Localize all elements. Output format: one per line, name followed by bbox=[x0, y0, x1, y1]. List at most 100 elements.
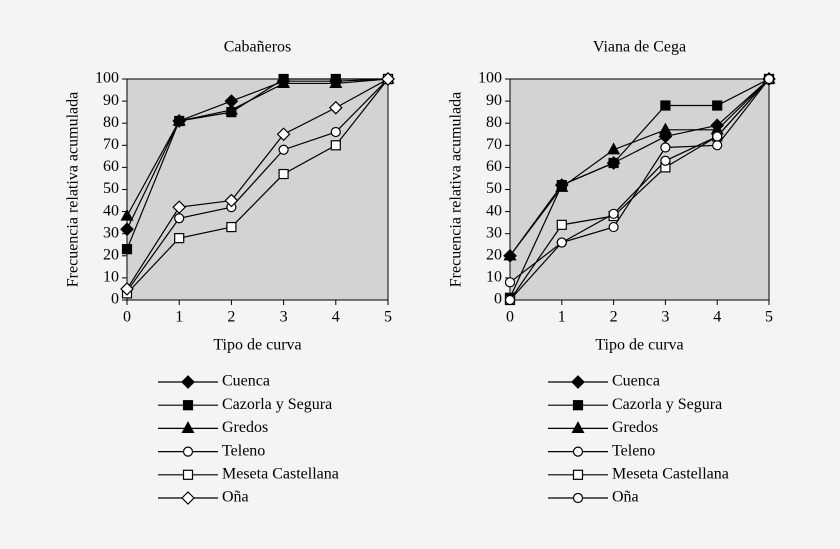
marker bbox=[712, 100, 723, 111]
y-tick-label: 20 bbox=[486, 246, 502, 263]
marker bbox=[572, 469, 584, 480]
series-line bbox=[126, 78, 389, 230]
x-tick-label: 2 bbox=[227, 309, 235, 326]
y-tick-label: 10 bbox=[103, 269, 119, 286]
marker bbox=[660, 100, 671, 111]
legend-label: Meseta Castellana bbox=[612, 465, 729, 482]
marker bbox=[608, 157, 619, 169]
marker bbox=[121, 244, 133, 255]
series-line bbox=[126, 78, 389, 290]
marker bbox=[181, 375, 195, 389]
x-tick-label: 3 bbox=[280, 309, 288, 326]
marker bbox=[504, 294, 516, 306]
x-tick-label: 2 bbox=[610, 309, 618, 326]
legend-label: Cuenca bbox=[222, 373, 270, 390]
series-line bbox=[509, 78, 770, 257]
marker bbox=[182, 446, 194, 457]
y-tick-label: 90 bbox=[103, 92, 119, 109]
series-line bbox=[509, 78, 770, 301]
marker bbox=[381, 72, 395, 86]
y-tick-label: 60 bbox=[486, 158, 502, 175]
y-tick-label: 20 bbox=[103, 246, 119, 263]
marker bbox=[278, 144, 289, 155]
x-tick-label: 3 bbox=[661, 309, 669, 326]
marker bbox=[226, 221, 237, 233]
marker bbox=[608, 208, 619, 219]
legend-label: Oña bbox=[222, 489, 249, 506]
marker bbox=[763, 73, 775, 85]
y-tick-label: 100 bbox=[95, 70, 119, 87]
y-tick-label: 60 bbox=[103, 158, 119, 175]
legend-label: Meseta Castellana bbox=[222, 465, 339, 482]
series-line bbox=[509, 78, 770, 299]
legend-label: Oña bbox=[612, 489, 639, 506]
plot-area bbox=[509, 78, 770, 301]
marker bbox=[172, 200, 187, 215]
plot-area bbox=[126, 78, 389, 301]
series-line bbox=[126, 78, 389, 294]
y-tick-label: 30 bbox=[486, 224, 502, 241]
marker bbox=[120, 222, 134, 237]
marker bbox=[330, 126, 341, 138]
chart-title: Cabañeros bbox=[224, 39, 292, 56]
y-tick-label: 30 bbox=[103, 224, 119, 241]
marker bbox=[120, 208, 134, 221]
marker bbox=[174, 233, 185, 244]
y-tick-label: 40 bbox=[486, 202, 502, 219]
y-tick-label: 80 bbox=[103, 114, 119, 131]
y-tick-label: 80 bbox=[486, 114, 502, 131]
series-line bbox=[126, 78, 388, 250]
marker bbox=[556, 219, 567, 230]
chart-title: Viana de Cega bbox=[593, 39, 686, 56]
x-tick-label: 0 bbox=[506, 309, 514, 326]
marker bbox=[278, 168, 289, 180]
x-tick-label: 5 bbox=[765, 309, 773, 326]
marker bbox=[328, 100, 343, 115]
marker bbox=[181, 421, 195, 433]
y-tick-label: 90 bbox=[486, 92, 502, 109]
marker bbox=[224, 102, 238, 115]
y-tick-label: 70 bbox=[103, 136, 119, 153]
marker bbox=[572, 492, 584, 504]
x-tick-label: 1 bbox=[558, 309, 566, 326]
legend-label: Cuenca bbox=[612, 373, 660, 390]
marker bbox=[504, 277, 516, 288]
marker bbox=[503, 248, 517, 261]
marker bbox=[329, 76, 343, 89]
marker bbox=[182, 469, 194, 480]
legend-label: Cazorla y Segura bbox=[222, 396, 332, 413]
marker bbox=[276, 127, 291, 142]
marker bbox=[330, 140, 341, 151]
y-tick-label: 70 bbox=[486, 136, 502, 153]
marker bbox=[172, 113, 186, 126]
x-tick-label: 0 bbox=[123, 309, 131, 326]
legend-label: Gredos bbox=[612, 419, 658, 436]
marker bbox=[571, 375, 585, 389]
legend-label: Teleno bbox=[612, 442, 655, 459]
marker bbox=[571, 421, 585, 433]
marker bbox=[660, 142, 671, 153]
marker bbox=[572, 400, 584, 411]
marker bbox=[658, 122, 672, 135]
y-tick-label: 0 bbox=[494, 291, 502, 308]
y-tick-label: 50 bbox=[486, 180, 502, 197]
x-axis-label: Tipo de curva bbox=[595, 337, 683, 354]
marker bbox=[277, 76, 291, 89]
series-line bbox=[126, 78, 389, 292]
x-tick-label: 4 bbox=[713, 309, 721, 326]
series-line bbox=[126, 78, 389, 217]
marker bbox=[120, 282, 134, 296]
marker bbox=[608, 221, 619, 233]
y-tick-label: 100 bbox=[478, 70, 502, 87]
x-tick-label: 4 bbox=[332, 309, 340, 326]
y-axis-label: Frecuencia relativa acumulada bbox=[448, 92, 465, 287]
y-tick-label: 40 bbox=[103, 202, 119, 219]
marker bbox=[174, 213, 185, 224]
marker bbox=[712, 140, 723, 151]
marker bbox=[607, 142, 621, 155]
marker bbox=[182, 400, 194, 411]
legend-label: Teleno bbox=[222, 442, 265, 459]
marker bbox=[181, 491, 195, 505]
y-tick-label: 50 bbox=[103, 180, 119, 197]
